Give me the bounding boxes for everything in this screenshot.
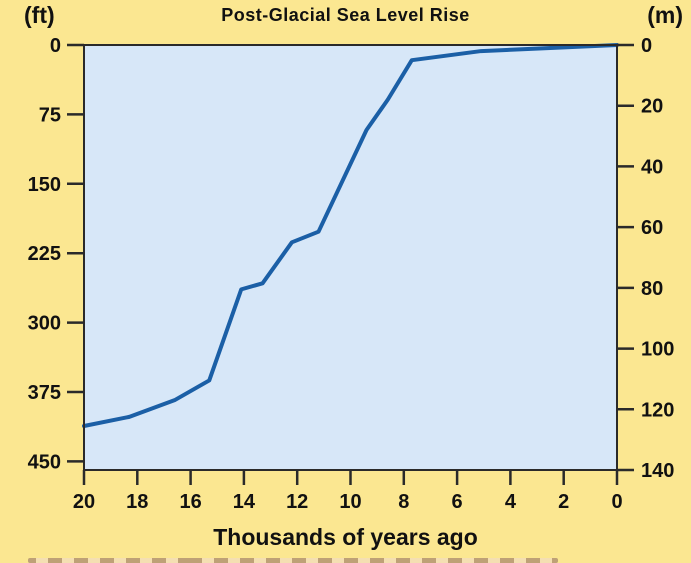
right-tick-label: 0 bbox=[641, 35, 652, 57]
left-tick-label: 375 bbox=[28, 382, 61, 404]
left-tick-label: 0 bbox=[50, 35, 61, 57]
x-tick-label: 20 bbox=[73, 491, 95, 513]
right-tick-label: 120 bbox=[641, 399, 674, 421]
plot-area bbox=[84, 45, 617, 470]
sea-level-line bbox=[82, 43, 619, 428]
right-tick-label: 60 bbox=[641, 217, 663, 239]
right-tick-label: 80 bbox=[641, 278, 663, 300]
cropped-caption-artifact bbox=[28, 558, 558, 563]
left-tick-label: 75 bbox=[39, 104, 61, 126]
x-tick-label: 10 bbox=[339, 491, 361, 513]
x-tick-label: 2 bbox=[558, 491, 569, 513]
right-tick-label: 40 bbox=[641, 156, 663, 178]
right-axis-unit-label: (m) bbox=[647, 2, 683, 28]
x-tick-label: 0 bbox=[611, 491, 622, 513]
left-tick-label: 300 bbox=[28, 313, 61, 335]
x-tick-label: 6 bbox=[452, 491, 463, 513]
x-tick-label: 12 bbox=[286, 491, 308, 513]
x-tick-label: 8 bbox=[398, 491, 409, 513]
chart-title: Post-Glacial Sea Level Rise bbox=[221, 5, 470, 25]
x-tick-label: 18 bbox=[126, 491, 148, 513]
left-tick-label: 450 bbox=[28, 451, 61, 473]
left-tick-label: 225 bbox=[28, 243, 61, 265]
right-tick-label: 140 bbox=[641, 460, 674, 482]
left-axis-unit-label: (ft) bbox=[24, 2, 55, 28]
left-tick-label: 150 bbox=[28, 174, 61, 196]
x-axis-title: Thousands of years ago bbox=[213, 524, 478, 550]
x-tick-label: 16 bbox=[179, 491, 201, 513]
x-tick-label: 14 bbox=[233, 491, 256, 513]
x-tick-label: 4 bbox=[505, 491, 517, 513]
right-tick-label: 20 bbox=[641, 96, 663, 118]
right-tick-label: 100 bbox=[641, 339, 674, 361]
